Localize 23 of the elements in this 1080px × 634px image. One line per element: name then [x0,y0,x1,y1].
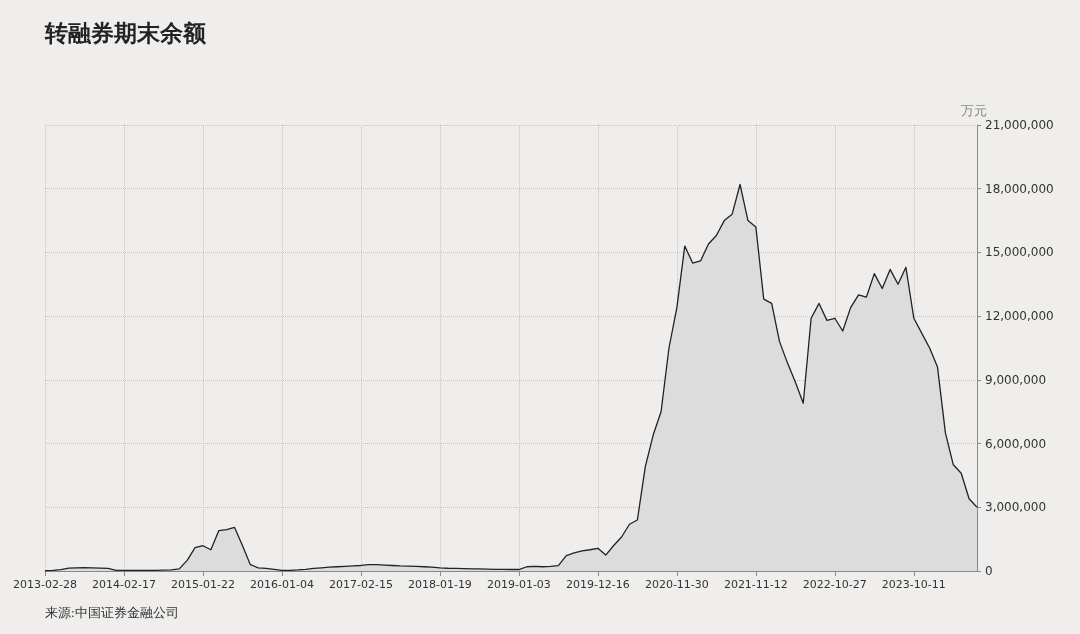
y-tick-label: 6,000,000 [985,436,1047,451]
x-tick-label: 2019-12-16 [565,578,630,591]
y-axis-title: 万元 [961,103,987,118]
y-tick-label: 15,000,000 [985,245,1054,260]
x-tick-label: 2015-01-22 [171,578,235,591]
y-tick-label: 3,000,000 [985,500,1047,515]
y-tick-label: 12,000,000 [985,309,1054,324]
x-tick-label: 2020-11-30 [644,578,709,591]
y-tick-label: 0 [985,564,993,578]
x-tick-label: 2017-02-15 [328,578,393,591]
x-tick-label: 2019-01-03 [486,578,551,591]
source-note: 来源:中国证券金融公司 [45,605,179,620]
x-tick-label: 2013-02-28 [13,578,77,591]
y-tick-label: 9,000,000 [985,372,1047,387]
x-tick-label: 2023-10-11 [881,578,946,591]
chart-title: 转融券期末余额 [44,19,207,46]
y-tick-label: 21,000,000 [985,118,1054,132]
y-tick-label: 18,000,000 [985,181,1054,196]
x-tick-label: 2021-11-12 [723,578,788,591]
x-tick-label: 2018-01-19 [407,578,472,591]
x-tick-label: 2016-01-04 [249,578,314,591]
x-tick-label: 2022-10-27 [802,578,867,591]
x-tick-label: 2014-02-17 [92,578,156,591]
